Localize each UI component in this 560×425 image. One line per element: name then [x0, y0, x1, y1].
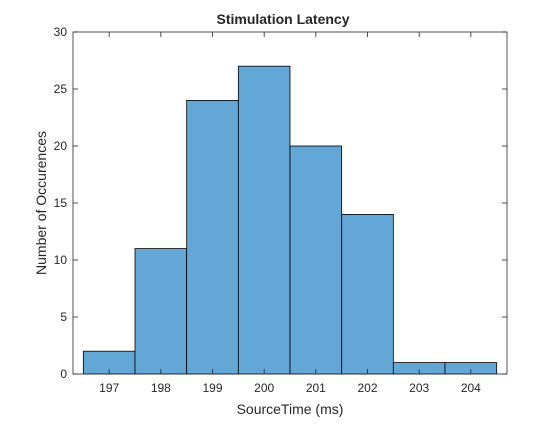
x-tick-label: 202 [357, 381, 377, 395]
x-tick-label: 204 [461, 381, 481, 395]
y-tick-label: 30 [54, 25, 68, 39]
x-tick-label: 203 [409, 381, 429, 395]
histogram-bar [341, 213, 394, 375]
x-tick-label: 197 [99, 381, 119, 395]
histogram-bar [237, 65, 291, 375]
y-tick-label: 0 [60, 367, 67, 381]
histogram-bar [134, 248, 188, 375]
x-tick-label: 201 [306, 381, 326, 395]
x-tick-label: 200 [254, 381, 274, 395]
y-axis-label: Number of Occurences [33, 131, 49, 275]
y-tick-label: 20 [54, 139, 68, 153]
bars-group [82, 65, 498, 375]
axes-group: 0 5 10 15 20 25 30 197 198 199 200 201 202 203 204 [54, 25, 508, 395]
chart-title: Stimulation Latency [216, 11, 349, 27]
y-tick-label: 25 [54, 82, 68, 96]
y-tick-label: 10 [54, 253, 68, 267]
x-axis-label: SourceTime (ms) [237, 401, 344, 417]
x-tick-label: 198 [151, 381, 171, 395]
histogram-bar [186, 100, 239, 375]
x-tick-label: 199 [202, 381, 222, 395]
y-tick-label: 5 [60, 310, 67, 324]
y-tick-label: 15 [54, 196, 68, 210]
histogram-bar [289, 145, 343, 375]
